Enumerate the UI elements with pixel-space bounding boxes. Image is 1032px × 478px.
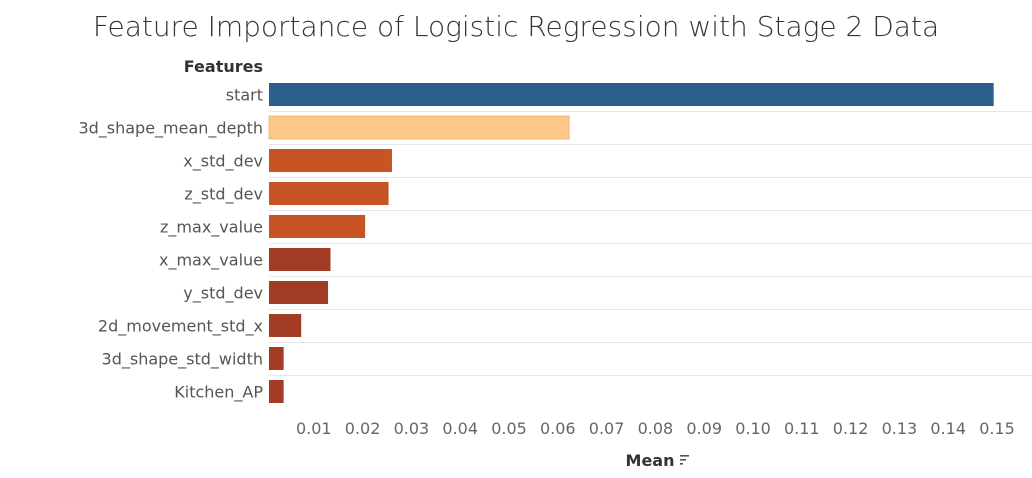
category-label[interactable]: 2d_movement_std_x — [98, 317, 263, 337]
chart-rows: start 3d_shape_mean_depth x_std_dev z_std_d… — [78, 83, 1032, 403]
y-axis-title[interactable]: Features — [184, 57, 263, 76]
x-tick-label: 0.14 — [930, 419, 966, 438]
x-tick-label: 0.03 — [394, 419, 430, 438]
x-tick-label: 0.13 — [882, 419, 918, 438]
x-tick-label: 0.09 — [686, 419, 722, 438]
bar[interactable] — [269, 182, 389, 205]
chart-title: Feature Importance of Logistic Regressio… — [92, 10, 940, 43]
category-label[interactable]: 3d_shape_std_width — [102, 350, 263, 370]
bar[interactable] — [268, 115, 570, 140]
x-axis-ticks: 0.01 0.02 0.03 0.04 0.05 0.06 0.07 0.08 0.09 0.10… — [296, 419, 1015, 438]
bar[interactable] — [269, 248, 331, 271]
category-label[interactable]: y_std_dev — [183, 284, 263, 304]
x-tick-label: 0.11 — [784, 419, 820, 438]
bar[interactable] — [269, 149, 392, 172]
bar[interactable] — [269, 83, 994, 106]
x-tick-label: 0.05 — [491, 419, 527, 438]
category-label[interactable]: z_max_value — [160, 218, 263, 238]
x-tick-label: 0.15 — [979, 419, 1015, 438]
bar[interactable] — [269, 281, 329, 304]
category-label[interactable]: x_max_value — [159, 251, 263, 271]
x-tick-label: 0.08 — [638, 419, 674, 438]
x-tick-label: 0.07 — [589, 419, 625, 438]
bar[interactable] — [269, 215, 366, 238]
bar[interactable] — [269, 380, 284, 403]
category-label[interactable]: 3d_shape_mean_depth — [78, 119, 263, 139]
bar[interactable] — [269, 347, 284, 370]
x-tick-label: 0.01 — [296, 419, 332, 438]
category-label[interactable]: z_std_dev — [184, 185, 263, 205]
category-label[interactable]: start — [226, 86, 263, 105]
category-label[interactable]: x_std_dev — [183, 152, 263, 172]
x-axis-header[interactable]: Mean — [626, 451, 689, 470]
x-axis-title[interactable]: Mean — [626, 451, 675, 470]
x-tick-label: 0.10 — [735, 419, 771, 438]
x-tick-label: 0.06 — [540, 419, 576, 438]
x-tick-label: 0.12 — [833, 419, 869, 438]
category-label[interactable]: Kitchen_AP — [174, 383, 263, 403]
sort-descending-icon[interactable] — [680, 455, 689, 465]
x-tick-label: 0.04 — [442, 419, 478, 438]
x-tick-label: 0.02 — [345, 419, 381, 438]
bar[interactable] — [269, 314, 302, 337]
